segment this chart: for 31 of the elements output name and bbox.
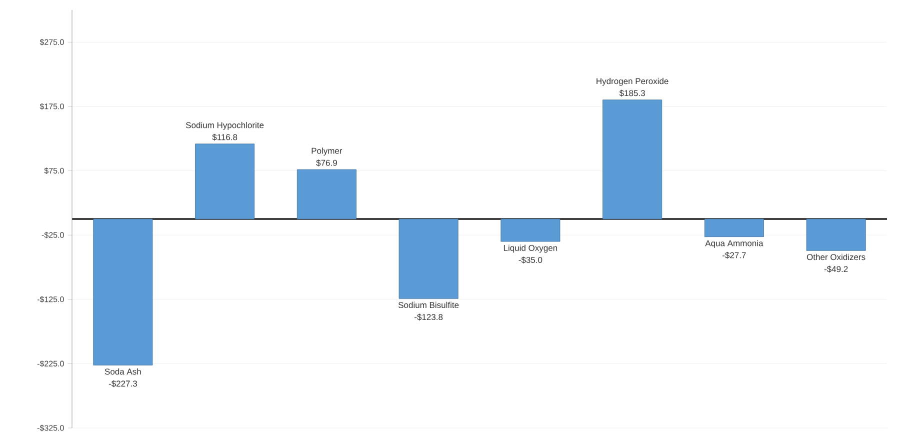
y-tick-label: $75.0: [44, 168, 64, 174]
bar: [195, 144, 255, 220]
x-tick-label: Polymer: [312, 148, 342, 156]
bar: [500, 218, 560, 242]
y-tick-label: $175.0: [40, 103, 64, 110]
x-tick-label: Hydrogen Peroxide: [596, 78, 668, 86]
y-tick-label: $275.0: [40, 38, 64, 46]
y-tick-label: -$325.0: [37, 424, 64, 432]
x-tick-label: Other Oxidizers: [806, 254, 866, 260]
y-tick-label: -$125.0: [37, 296, 64, 303]
y-tick-label: -$225.0: [37, 360, 64, 367]
bar: [398, 218, 458, 299]
bar: [806, 218, 866, 251]
data-label: $185.3: [619, 90, 645, 97]
data-label: -$49.2: [824, 266, 848, 273]
bar: [296, 169, 356, 220]
x-tick-label: Soda Ash: [104, 368, 141, 375]
x-tick-label: Sodium Bisulfite: [398, 302, 459, 308]
bar: [704, 218, 764, 238]
x-tick-label: Sodium Hypochlorite: [186, 122, 264, 130]
x-tick-label: Liquid Oxygen: [504, 244, 558, 253]
data-label: -$227.3: [108, 380, 137, 388]
data-label: $76.9: [316, 159, 337, 166]
data-label: -$27.7: [722, 252, 746, 259]
x-tick-label: Aqua Ammonia: [705, 240, 764, 248]
data-label: $116.8: [212, 134, 238, 141]
y-tick-label: -$25.0: [42, 232, 64, 238]
bar: [602, 100, 662, 220]
data-label: -$35.0: [518, 256, 542, 264]
data-label: -$123.8: [414, 314, 443, 321]
bar: [93, 218, 153, 366]
